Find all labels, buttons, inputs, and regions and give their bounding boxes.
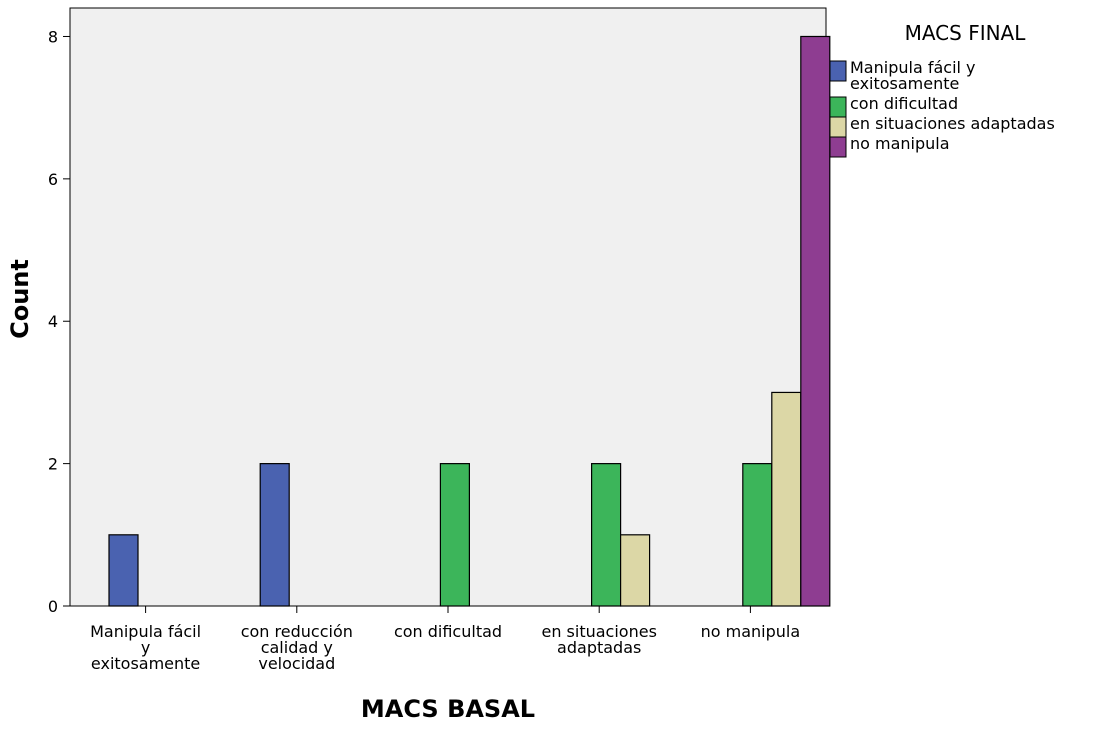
legend-label: con dificultad [850, 94, 958, 113]
x-tick-label: con dificultad [394, 622, 502, 641]
legend-label: no manipula [850, 134, 950, 153]
x-tick-label: Manipula fácil [90, 622, 201, 641]
y-tick-label: 0 [48, 597, 58, 616]
bar [259, 463, 290, 607]
bar [590, 463, 622, 607]
bar [742, 463, 773, 607]
bars-layer [108, 35, 831, 607]
legend-title: MACS FINAL [905, 21, 1027, 45]
x-tick-label: en situaciones [541, 622, 656, 641]
y-axis-title: Count [6, 259, 34, 339]
legend-label: exitosamente [850, 74, 959, 93]
bar [439, 463, 470, 607]
legend-label: Manipula fácil y [850, 58, 976, 77]
legend-swatch [829, 136, 847, 158]
legend-swatch [829, 60, 847, 82]
x-tick-label: exitosamente [91, 654, 200, 673]
y-axis: 0 2 4 6 8 [48, 27, 70, 616]
y-tick-label: 6 [48, 170, 58, 189]
x-tick-label: con reducción [241, 622, 353, 641]
x-axis-title: MACS BASAL [361, 695, 535, 723]
legend-swatch [829, 96, 847, 118]
bar [619, 534, 651, 607]
legend-swatch [829, 116, 847, 138]
bar [108, 534, 139, 607]
x-tick-label: no manipula [701, 622, 801, 641]
y-tick-label: 2 [48, 455, 58, 474]
legend: MACS FINAL Manipula fácil yexitosamentec… [829, 21, 1055, 158]
legend-label: en situaciones adaptadas [850, 114, 1055, 133]
x-tick-label: adaptadas [557, 638, 641, 657]
bar [800, 35, 831, 607]
bar [771, 391, 802, 607]
y-tick-label: 4 [48, 312, 58, 331]
x-tick-label: velocidad [258, 654, 335, 673]
y-tick-label: 8 [48, 27, 58, 46]
x-tick-label: calidad y [261, 638, 333, 657]
x-tick-label: y [141, 638, 150, 657]
